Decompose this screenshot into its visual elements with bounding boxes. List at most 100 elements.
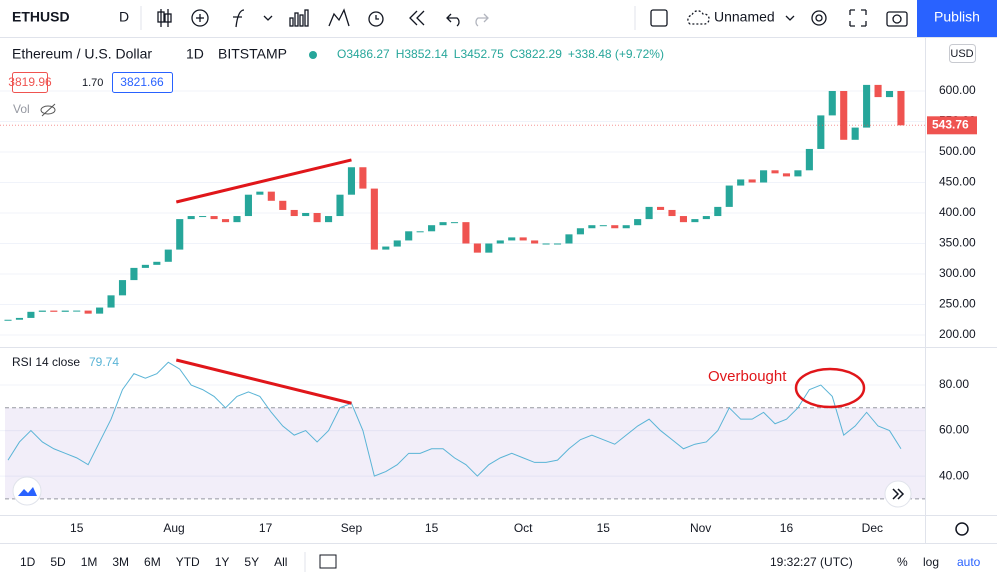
sell-box[interactable] [12, 72, 48, 93]
candle [462, 222, 470, 244]
layout-name[interactable]: Unnamed [714, 9, 775, 25]
rewind-icon[interactable] [409, 10, 425, 26]
candle [302, 212, 310, 217]
range-button[interactable]: 3M [112, 555, 129, 569]
axis-settings[interactable] [955, 522, 969, 536]
symbol[interactable]: ETHUSD [12, 9, 70, 25]
volume-label: Vol [13, 102, 30, 116]
candle [15, 317, 24, 320]
percent-toggle[interactable]: % [897, 555, 908, 569]
candle [279, 200, 287, 210]
candle [611, 225, 619, 229]
snapshot-icon[interactable] [886, 11, 908, 27]
compare-icon[interactable] [191, 9, 209, 27]
candle [359, 167, 367, 189]
candle [714, 206, 722, 217]
candle [416, 231, 424, 233]
candle [553, 243, 562, 245]
redo-icon[interactable] [475, 13, 489, 27]
range-button[interactable]: All [274, 555, 287, 569]
x-tick-label: Dec [862, 521, 883, 535]
y-tick-label: 600.00 [939, 83, 976, 97]
rsi-band [5, 407, 925, 499]
x-tick-label: Oct [514, 521, 533, 535]
candle [141, 264, 149, 268]
candle [73, 310, 81, 312]
candle [313, 212, 321, 223]
candle [439, 222, 447, 226]
chart-type-icon[interactable] [157, 9, 172, 27]
candle [508, 237, 516, 241]
y-tick-label: 60.00 [939, 423, 969, 437]
logo-button[interactable] [12, 476, 42, 506]
range-button[interactable]: 6M [144, 555, 161, 569]
candle [187, 216, 195, 220]
auto-toggle[interactable]: auto [957, 555, 981, 569]
undo-icon[interactable] [446, 13, 460, 27]
alert-icon[interactable] [368, 11, 384, 27]
interval-button[interactable]: D [119, 9, 129, 25]
candle [325, 216, 333, 223]
y-tick-label: 450.00 [939, 175, 976, 189]
candle [27, 311, 35, 318]
candle [542, 243, 550, 245]
layout-caret[interactable] [785, 15, 795, 21]
candle [4, 319, 12, 321]
candle [405, 231, 413, 241]
hide-icon[interactable] [40, 103, 56, 117]
candle [496, 240, 504, 244]
expand-icon[interactable] [849, 9, 867, 27]
candle [50, 310, 58, 312]
candle [370, 188, 378, 250]
range-button[interactable]: YTD [176, 555, 200, 569]
y-tick-label: 40.00 [939, 468, 969, 482]
templates-icon[interactable] [289, 9, 309, 27]
currency-box[interactable] [949, 44, 976, 63]
candle [622, 225, 630, 229]
candle [164, 249, 172, 262]
y-tick-label: 80.00 [939, 377, 969, 391]
log-toggle[interactable]: log [923, 555, 939, 569]
candle [38, 310, 46, 312]
range-button[interactable]: 5D [50, 555, 66, 569]
candle [130, 267, 138, 281]
replay-icon[interactable] [328, 8, 350, 27]
range-button[interactable]: 1D [20, 555, 36, 569]
candle [771, 170, 779, 174]
settings-icon[interactable] [811, 10, 827, 26]
x-tick-label: Aug [163, 521, 184, 535]
clock[interactable]: 19:32:27 (UTC) [770, 555, 853, 569]
buy-box[interactable] [112, 72, 173, 93]
y-tick-label: 400.00 [939, 205, 976, 219]
candle [599, 225, 607, 227]
ohlc-value: +338.48 (+9.72%) [568, 47, 664, 61]
rsi-line [7, 361, 902, 477]
range-button[interactable]: 1Y [215, 555, 230, 569]
candle [863, 84, 871, 128]
y-tick-label: 500.00 [939, 144, 976, 158]
fullscreen-box[interactable] [650, 9, 668, 27]
indicators-icon[interactable] [233, 9, 273, 28]
market-status-dot [309, 51, 317, 59]
publish-label[interactable]: Publish [934, 9, 980, 25]
x-tick-label: 15 [70, 521, 84, 535]
x-tick-label: 17 [259, 521, 273, 535]
range-button[interactable]: 1M [81, 555, 98, 569]
candle [634, 219, 642, 226]
y-tick-label: 200.00 [939, 327, 976, 341]
last-price-label: 543.76 [932, 117, 969, 131]
logo-icon [18, 487, 37, 496]
cloud-icon [687, 10, 710, 25]
candle [794, 170, 802, 177]
y-tick-label: 350.00 [939, 236, 976, 250]
sell-price[interactable]: 3819.96 [8, 75, 52, 89]
symbol-title: Ethereum / U.S. Dollar [12, 46, 152, 62]
candle [748, 179, 756, 183]
range-button[interactable]: 5Y [244, 555, 259, 569]
publish-button[interactable] [917, 0, 997, 37]
ohlc-value: C3822.29 [510, 47, 562, 61]
buy-price[interactable]: 3821.66 [120, 75, 164, 89]
candle [199, 216, 207, 218]
date-range-icon[interactable] [319, 554, 337, 569]
